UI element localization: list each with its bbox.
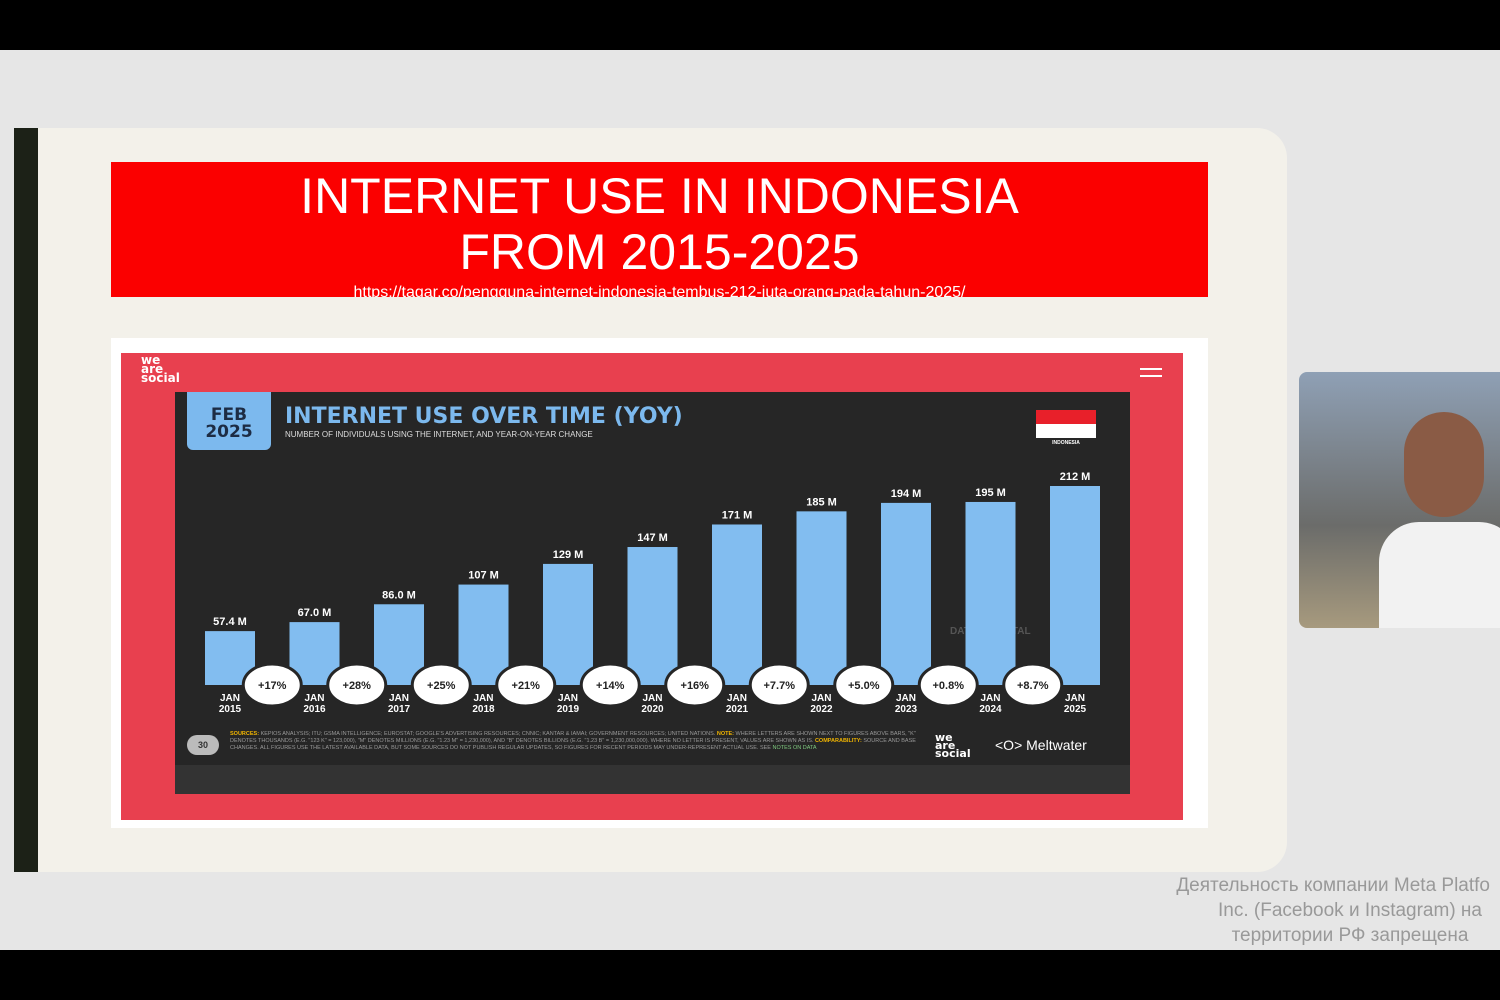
x-tick-label: 2023 [895,704,918,715]
yoy-change-label: +7.7% [764,680,796,692]
flag-label: INDONESIA [1052,440,1080,446]
yoy-bubble [917,662,979,708]
x-tick-label: 2019 [557,704,580,715]
x-tick-label: 2021 [726,704,749,715]
bar [627,547,678,685]
bar-value-label: 67.0 M [298,607,332,619]
bar-value-label: 129 M [553,549,584,561]
bar [965,501,1016,685]
yoy-change-label: +28% [343,680,372,692]
bar-value-label: 195 M [975,487,1006,499]
bar-value-label: 147 M [637,532,668,544]
slide-accent-strip [14,128,38,872]
bar-value-label: 212 M [1060,471,1091,483]
yoy-change-label: +25% [427,680,456,692]
letterbox-bottom [0,950,1500,1000]
bar-value-label: 86.0 M [382,589,416,601]
x-tick-label: JAN [473,693,493,704]
yoy-change-label: +17% [258,680,287,692]
yoy-bubble [1002,662,1064,708]
date-badge: FEB 2025 [187,392,271,450]
yoy-change-label: +0.8% [933,680,965,692]
yoy-change-label: +21% [512,680,541,692]
webcam-video [1299,372,1500,628]
yoy-bubble [664,662,726,708]
x-tick-label: 2017 [388,704,411,715]
bar [881,502,931,685]
chart-footer [175,765,1130,794]
legal-notice: Деятельность компании Meta Platfo Inc. (F… [1176,875,1490,946]
x-tick-label: JAN [1065,693,1085,704]
chart-area: FEB 2025 INTERNET USE OVER TIME (YOY) NUM… [175,392,1130,794]
bar-value-label: 194 M [891,488,922,500]
x-tick-label: 2024 [979,704,1002,715]
x-tick-label: JAN [642,693,662,704]
footer-we-are-social-logo: we are social [935,731,971,760]
bar-value-label: 107 M [468,570,499,582]
yoy-change-label: +16% [681,680,710,692]
x-tick-label: JAN [220,693,240,704]
yoy-bubble [241,662,303,708]
x-tick-label: JAN [304,693,324,704]
letterbox-top [0,0,1500,50]
yoy-change-label: +8.7% [1017,680,1049,692]
x-tick-label: JAN [389,693,409,704]
participant-body [1379,522,1500,628]
yoy-bubble [748,662,810,708]
meltwater-logo: <O> Meltwater [995,737,1087,753]
bar [1050,486,1100,685]
yoy-change-label: +14% [596,680,625,692]
slide-title: INTERNET USE IN INDONESIA FROM 2015-2025 [300,168,1019,280]
x-tick-label: JAN [896,693,916,704]
source-link[interactable]: https://tagar.co/pengguna-internet-indon… [353,284,966,297]
bar [374,604,424,685]
x-tick-label: 2025 [1064,704,1087,715]
x-tick-label: JAN [811,693,831,704]
yoy-bubble [579,662,641,708]
sources-text: SOURCES: KEPIOS ANALYSIS; ITU; GSMA INTE… [230,731,916,751]
x-tick-label: 2022 [810,704,833,715]
yoy-bubble [495,662,557,708]
x-tick-label: JAN [980,693,1000,704]
participant-head [1404,412,1484,517]
chart-title: INTERNET USE OVER TIME (YOY) [285,404,683,429]
x-tick-label: 2015 [219,704,242,715]
indonesia-flag-icon [1036,410,1096,438]
slide-title-banner: INTERNET USE IN INDONESIA FROM 2015-2025… [111,162,1208,297]
bar [543,563,593,685]
menu-icon[interactable] [1140,368,1162,382]
x-tick-label: 2018 [472,704,495,715]
bar-value-label: 171 M [722,509,753,521]
yoy-bubble [833,662,895,708]
bar-value-label: 185 M [806,496,837,508]
x-tick-label: 2016 [303,704,326,715]
yoy-bubble [410,662,472,708]
page-number: 30 [187,735,219,755]
we-are-social-logo: we are social [141,353,180,385]
yoy-bubble [326,662,388,708]
chart-subtitle: NUMBER OF INDIVIDUALS USING THE INTERNET… [285,430,593,439]
yoy-change-label: +5.0% [848,680,880,692]
bar-value-label: 57.4 M [213,616,247,628]
bar [458,584,509,685]
bar [712,524,762,685]
x-tick-label: JAN [558,693,578,704]
bar [796,511,847,685]
x-tick-label: 2020 [641,704,664,715]
x-tick-label: JAN [727,693,747,704]
